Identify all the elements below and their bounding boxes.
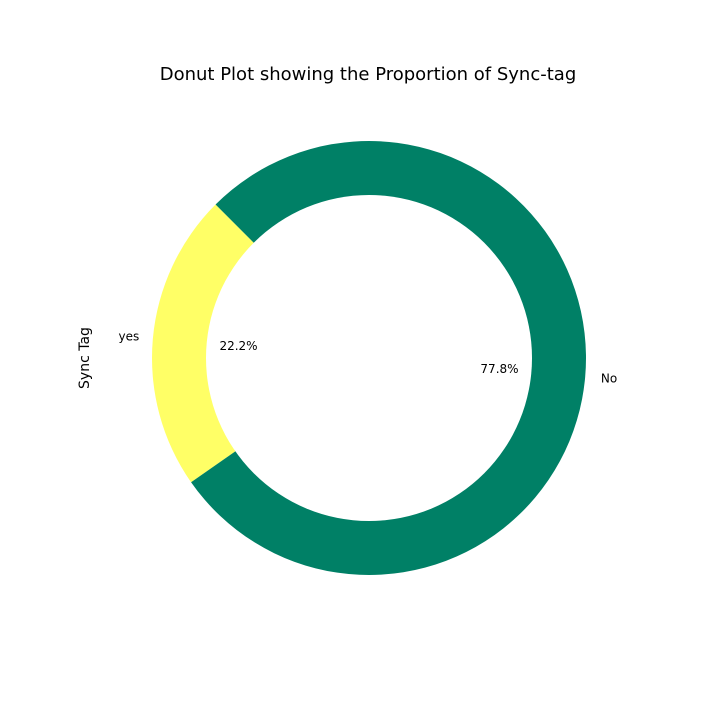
y-axis-label: Sync Tag: [77, 327, 93, 389]
donut-hole: [206, 195, 532, 521]
slice-label-no: No: [601, 372, 617, 386]
slice-percent-no: 77.8%: [480, 362, 518, 376]
slice-percent-yes: 22.2%: [219, 339, 257, 353]
slice-labels: yes 22.2% No 77.8%: [119, 329, 618, 385]
slice-label-yes: yes: [119, 329, 140, 343]
chart-title: Donut Plot showing the Proportion of Syn…: [160, 64, 577, 85]
